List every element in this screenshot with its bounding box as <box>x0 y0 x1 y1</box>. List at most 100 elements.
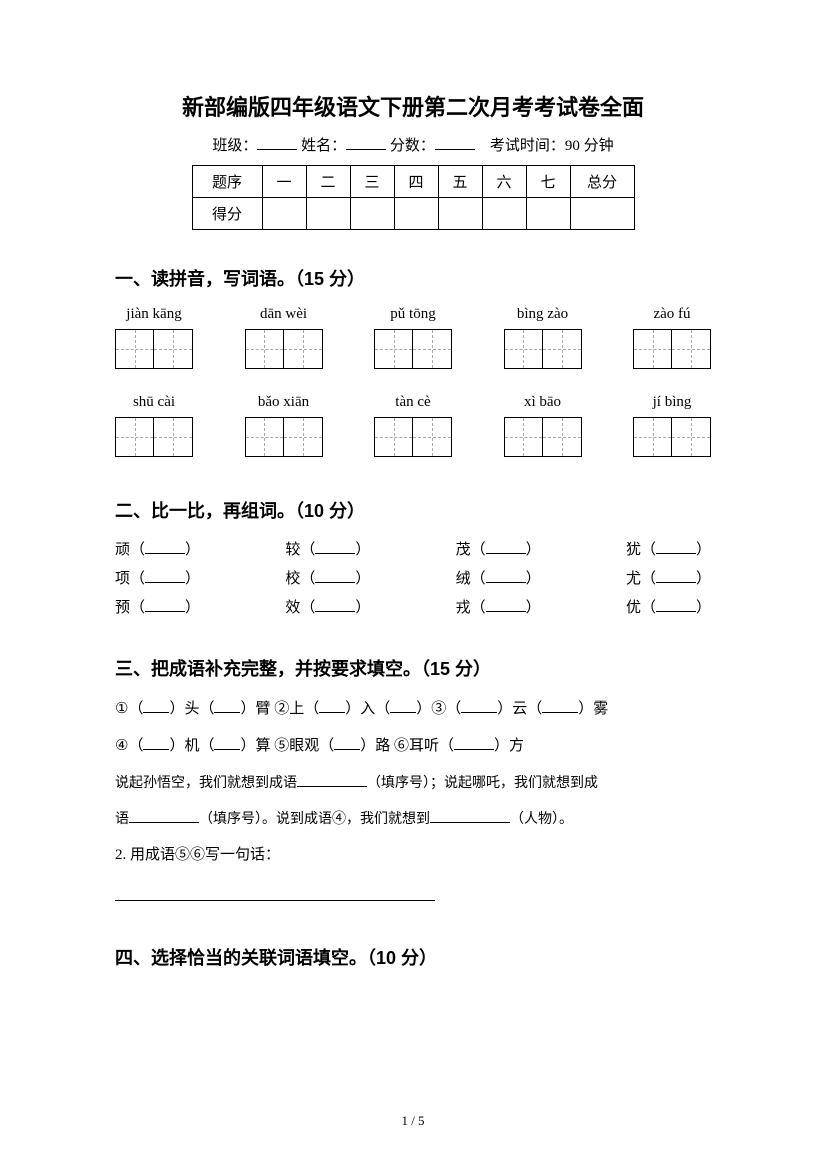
score-blank[interactable] <box>435 135 475 150</box>
char-cell[interactable] <box>505 418 543 456</box>
idiom-line-2: ④（）机（）算 ⑤眼观（）路 ⑥耳听（）方 <box>115 733 711 760</box>
char-cell[interactable] <box>413 330 451 368</box>
pinyin-item: xì bāo <box>504 394 582 457</box>
pinyin-item: dān wèi <box>245 306 323 369</box>
blank[interactable] <box>454 736 494 750</box>
table-cell[interactable] <box>394 198 438 230</box>
blank[interactable] <box>461 699 497 713</box>
char-cell[interactable] <box>284 330 322 368</box>
section-4: 四、选择恰当的关联词语填空。（10 分） <box>115 944 711 970</box>
blank[interactable] <box>319 699 345 713</box>
char-cell[interactable] <box>543 330 581 368</box>
table-cell[interactable] <box>262 198 306 230</box>
char-grid[interactable] <box>633 329 711 369</box>
pinyin-label: xì bāo <box>504 394 582 411</box>
char-grid[interactable] <box>115 417 193 457</box>
blank[interactable] <box>145 540 185 554</box>
char-grid[interactable] <box>504 329 582 369</box>
time-label: 考试时间：90 分钟 <box>490 138 614 154</box>
paren-close: ） <box>185 600 200 616</box>
char-cell[interactable] <box>413 418 451 456</box>
text: 说起孙悟空，我们就想到成语 <box>115 776 297 791</box>
idiom-q2: 2. 用成语⑤⑥写一句话： <box>115 842 711 869</box>
blank[interactable] <box>143 699 169 713</box>
char-grid[interactable] <box>245 329 323 369</box>
blank[interactable] <box>656 540 696 554</box>
char-cell[interactable] <box>116 418 154 456</box>
compare-char: 顽（ <box>115 542 145 558</box>
table-cell[interactable] <box>526 198 570 230</box>
text: ）入（ <box>345 701 390 717</box>
compare-char: 效（ <box>285 600 315 616</box>
blank[interactable] <box>214 699 240 713</box>
char-grid[interactable] <box>115 329 193 369</box>
char-cell[interactable] <box>116 330 154 368</box>
char-grid[interactable] <box>504 417 582 457</box>
blank[interactable] <box>486 598 526 612</box>
blank[interactable] <box>542 699 578 713</box>
paren-close: ） <box>526 571 541 587</box>
char-cell[interactable] <box>375 330 413 368</box>
char-cell[interactable] <box>154 418 192 456</box>
char-cell[interactable] <box>375 418 413 456</box>
pinyin-label: pǔ tōng <box>374 306 452 323</box>
pinyin-label: bìng zào <box>504 306 582 323</box>
name-blank[interactable] <box>346 135 386 150</box>
compare-char: 茂（ <box>456 542 486 558</box>
char-cell[interactable] <box>284 418 322 456</box>
sentence-blank[interactable] <box>115 887 435 901</box>
blank[interactable] <box>145 598 185 612</box>
blank[interactable] <box>656 598 696 612</box>
char-cell[interactable] <box>246 418 284 456</box>
char-cell[interactable] <box>505 330 543 368</box>
char-cell[interactable] <box>672 330 710 368</box>
compare-item: 犹（） <box>626 538 711 559</box>
table-cell[interactable] <box>350 198 394 230</box>
section-2: 二、比一比，再组词。（10 分） 顽（）较（）茂（）犹（）项（）校（）绒（）尤（… <box>115 497 711 617</box>
blank[interactable] <box>315 569 355 583</box>
char-cell[interactable] <box>543 418 581 456</box>
table-cell[interactable] <box>306 198 350 230</box>
char-cell[interactable] <box>672 418 710 456</box>
compare-char: 绒（ <box>456 571 486 587</box>
text: ）③（ <box>416 701 461 717</box>
table-cell[interactable] <box>570 198 634 230</box>
pinyin-item: shū cài <box>115 394 193 457</box>
blank[interactable] <box>297 773 367 787</box>
text: ）机（ <box>169 738 214 754</box>
char-cell[interactable] <box>246 330 284 368</box>
table-cell[interactable] <box>482 198 526 230</box>
blank[interactable] <box>129 809 199 823</box>
paren-close: ） <box>185 542 200 558</box>
blank[interactable] <box>390 699 416 713</box>
compare-item: 较（） <box>285 538 370 559</box>
pinyin-row: jiàn kāng dān wèi pǔ tōng bìng zào zào fú <box>115 306 711 369</box>
char-cell[interactable] <box>634 418 672 456</box>
char-grid[interactable] <box>633 417 711 457</box>
blank[interactable] <box>143 736 169 750</box>
char-grid[interactable] <box>245 417 323 457</box>
pinyin-label: jiàn kāng <box>115 306 193 323</box>
char-grid[interactable] <box>374 417 452 457</box>
blank[interactable] <box>315 540 355 554</box>
blank[interactable] <box>145 569 185 583</box>
pinyin-item: zào fú <box>633 306 711 369</box>
char-grid[interactable] <box>374 329 452 369</box>
blank[interactable] <box>315 598 355 612</box>
blank[interactable] <box>486 569 526 583</box>
blank[interactable] <box>656 569 696 583</box>
compare-row: 顽（）较（）茂（）犹（） <box>115 538 711 559</box>
char-cell[interactable] <box>634 330 672 368</box>
table-col-header: 二 <box>306 166 350 198</box>
pinyin-item: jiàn kāng <box>115 306 193 369</box>
pinyin-label: zào fú <box>633 306 711 323</box>
class-blank[interactable] <box>257 135 297 150</box>
blank[interactable] <box>430 809 510 823</box>
paren-close: ） <box>696 600 711 616</box>
blank[interactable] <box>334 736 360 750</box>
blank[interactable] <box>214 736 240 750</box>
pinyin-label: tàn cè <box>374 394 452 411</box>
char-cell[interactable] <box>154 330 192 368</box>
blank[interactable] <box>486 540 526 554</box>
table-cell[interactable] <box>438 198 482 230</box>
